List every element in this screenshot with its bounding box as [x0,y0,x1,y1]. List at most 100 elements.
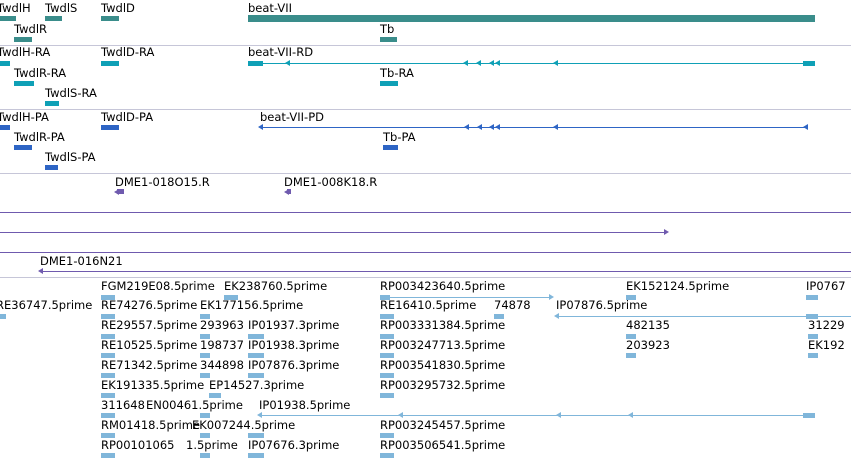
est-feature[interactable] [380,373,394,378]
bac-label[interactable]: DME1-008K18.R [284,175,378,189]
protein-label[interactable]: TwdlS-PA [45,150,96,164]
est-feature[interactable] [248,353,264,358]
gene-label[interactable]: Tb [380,22,395,36]
bac-label[interactable]: DME1-018O15.R [115,175,210,189]
est-feature[interactable] [200,413,210,418]
est-feature[interactable] [101,373,115,378]
est-label[interactable]: RP003506541.5prime [380,438,506,452]
est-feature[interactable] [380,295,390,300]
est-feature[interactable] [200,334,210,339]
gene-feature[interactable] [248,15,815,22]
protein-feature[interactable] [14,145,32,150]
est-feature[interactable] [808,353,818,358]
gene-label[interactable]: TwdlR [14,22,48,36]
est-feature[interactable] [380,433,394,438]
rna-label[interactable]: TwdlS-RA [45,86,97,100]
est-feature[interactable] [101,353,115,358]
est-label[interactable]: FGM219E08.5prime [101,279,215,293]
est-label[interactable]: IP07876.3prime [248,358,340,372]
est-label[interactable]: 198737 [200,338,244,352]
protein-feature[interactable] [45,165,58,170]
rna-label[interactable]: TwdlR-RA [14,66,67,80]
est-feature[interactable] [248,334,264,339]
est-feature[interactable] [494,314,504,319]
bac-feature[interactable] [0,252,851,253]
est-label[interactable]: RP003423640.5prime [380,279,506,293]
rna-label[interactable]: TwdlD-RA [101,45,155,59]
est-feature[interactable] [0,314,6,319]
protein-feature[interactable] [383,145,398,150]
protein-label[interactable]: TwdlR-PA [14,130,65,144]
est-feature[interactable] [380,453,394,458]
est-feature[interactable] [200,453,210,458]
est-label[interactable]: RM01418.5prime [101,418,200,432]
est-feature[interactable] [626,334,636,339]
est-feature[interactable] [626,353,636,358]
rna-exon[interactable] [248,61,263,66]
est-feature[interactable] [101,453,115,458]
gene-feature[interactable] [45,16,62,21]
rna-feature[interactable] [101,61,119,66]
est-feature[interactable] [806,295,818,300]
est-feature[interactable] [200,314,210,319]
gene-feature[interactable] [380,37,397,42]
est-feature[interactable] [200,433,210,438]
est-label[interactable]: 482135 [626,318,670,332]
est-label[interactable]: RP003247713.5prime [380,338,506,352]
est-label[interactable]: 74878 [494,298,531,312]
est-feature[interactable] [200,373,210,378]
est-label[interactable]: 311648 [101,398,145,412]
est-label[interactable]: RP003295732.5prime [380,378,506,392]
est-feature[interactable] [380,314,394,319]
est-feature[interactable] [248,373,264,378]
rna-exon[interactable] [803,61,815,66]
bac-feature[interactable] [0,212,851,213]
gene-feature[interactable] [101,16,119,21]
est-label[interactable]: 344898 [200,358,244,372]
bac-feature[interactable] [287,189,291,194]
est-exon[interactable] [803,413,815,418]
gene-label[interactable]: TwdlD [101,1,135,15]
rna-feature[interactable] [45,101,59,106]
protein-feature[interactable] [0,125,10,130]
est-feature[interactable] [380,393,394,398]
est-feature[interactable] [248,453,264,458]
est-feature[interactable] [380,334,394,339]
est-feature[interactable] [380,353,394,358]
est-label[interactable]: 293963 [200,318,244,332]
protein-label[interactable]: Tb-PA [383,130,416,144]
est-label[interactable]: EK192 [808,338,845,352]
est-label[interactable]: RE16410.5prime [380,298,477,312]
est-feature[interactable] [101,393,115,398]
est-feature[interactable] [101,314,115,319]
est-label[interactable]: EK152124.5prime [626,279,730,293]
gene-feature[interactable] [0,16,16,21]
est-feature[interactable] [224,295,238,300]
bac-label[interactable]: DME1-016N21 [40,254,123,268]
est-label[interactable]: EK007244.5prime [192,418,296,432]
est-label[interactable]: EN00461.5prime [146,398,243,412]
est-label[interactable]: RE36747.5prime [0,298,93,312]
est-label[interactable]: IP07676.3prime [248,438,340,452]
rna-feature[interactable] [380,81,398,86]
est-label[interactable]: 203923 [626,338,670,352]
gene-feature[interactable] [14,37,32,42]
est-label[interactable]: RP003245457.5prime [380,418,506,432]
est-feature[interactable] [101,295,115,300]
est-label[interactable]: RE74276.5prime [101,298,198,312]
est-label[interactable]: RP003331384.5prime [380,318,506,332]
bac-feature[interactable] [0,232,666,233]
est-feature[interactable] [808,334,818,339]
est-feature[interactable] [101,334,115,339]
est-label[interactable]: IP01938.3prime [248,338,340,352]
bac-feature[interactable] [40,271,851,272]
est-feature[interactable] [101,413,115,418]
rna-feature[interactable] [0,61,10,66]
est-label[interactable]: EK238760.5prime [224,279,328,293]
est-label[interactable]: RP00101065 [101,438,175,452]
gene-label[interactable]: TwdlH [0,1,31,15]
est-label[interactable]: EK191335.5prime [101,378,205,392]
est-label[interactable]: RE10525.5prime [101,338,198,352]
est-label[interactable]: IP07876.5prime [556,298,648,312]
gene-label[interactable]: TwdlS [45,1,78,15]
